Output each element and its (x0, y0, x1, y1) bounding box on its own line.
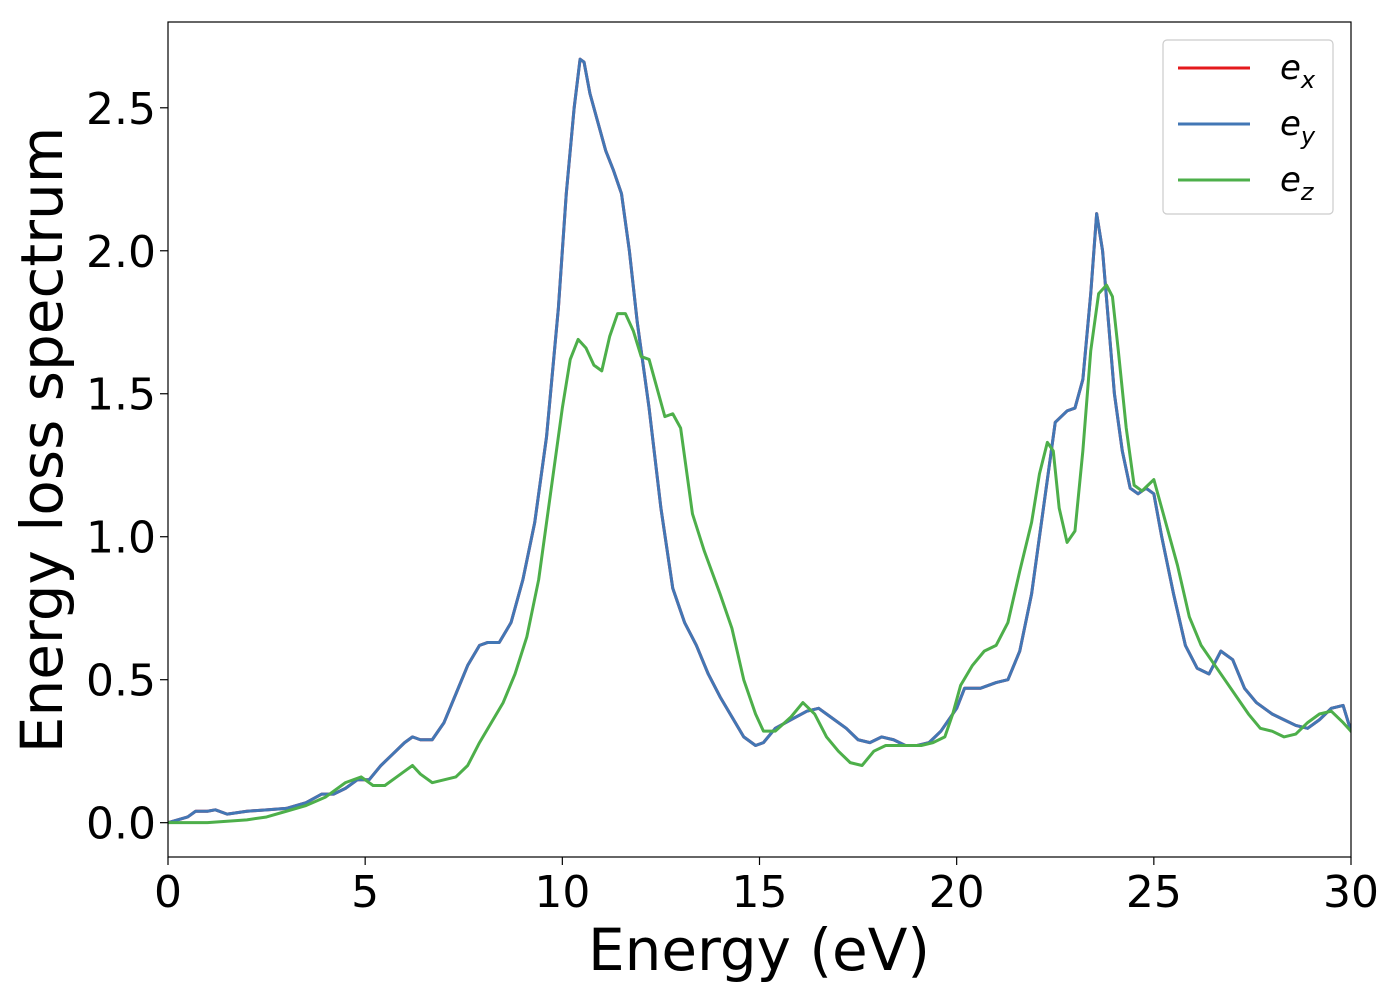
x-tick-label: 5 (351, 867, 379, 918)
legend-label-base: e (1280, 48, 1301, 88)
y-tick-label: 2.0 (86, 227, 156, 278)
y-tick-label: 0.0 (86, 799, 156, 850)
x-axis-label: Energy (eV) (588, 916, 930, 984)
y-axis-label: Energy loss spectrum (8, 127, 76, 753)
series-layer (168, 57, 1351, 825)
x-tick-label: 25 (1126, 867, 1182, 918)
x-tick-label: 10 (534, 867, 590, 918)
x-tick-label: 30 (1323, 867, 1379, 918)
legend-label-ex: ex (1280, 48, 1316, 94)
legend-label-subscript: z (1300, 178, 1315, 206)
y-tick-label: 0.5 (86, 656, 156, 707)
legend-label-ey: ey (1280, 104, 1316, 150)
series-line-ez (168, 283, 1351, 825)
y-tick-label: 1.0 (86, 513, 156, 564)
legend-label-base: e (1280, 104, 1301, 144)
legend-label-subscript: y (1300, 122, 1316, 150)
y-axis: 0.0 0.5 1.0 1.5 2.0 2.5 (86, 84, 168, 850)
x-axis: 0 5 10 15 20 25 30 (154, 857, 1379, 918)
y-tick-label: 1.5 (86, 370, 156, 421)
legend-label-ez: ez (1280, 160, 1315, 206)
x-tick-label: 0 (154, 867, 182, 918)
legend-box (1162, 39, 1334, 215)
x-tick-label: 15 (732, 867, 788, 918)
y-tick-label: 2.5 (86, 84, 156, 135)
legend-label-subscript: x (1300, 66, 1316, 94)
legend-label-base: e (1280, 160, 1301, 200)
x-tick-label: 20 (929, 867, 985, 918)
series-line-ey (168, 57, 1351, 825)
